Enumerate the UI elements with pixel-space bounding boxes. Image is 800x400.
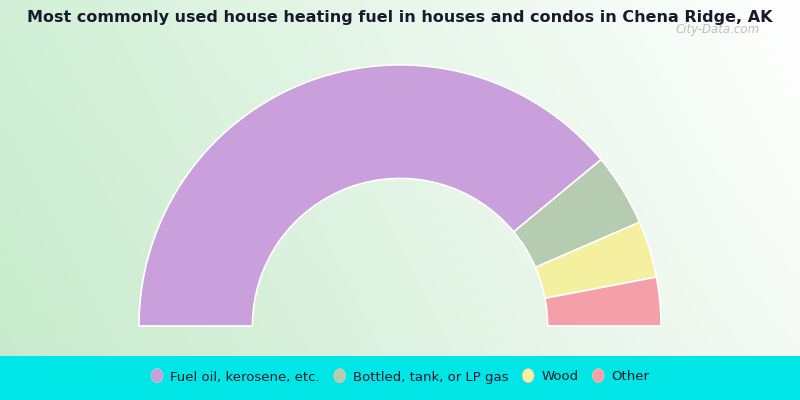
Text: Most commonly used house heating fuel in houses and condos in Chena Ridge, AK: Most commonly used house heating fuel in… bbox=[27, 10, 773, 25]
Wedge shape bbox=[139, 65, 601, 326]
Text: City-Data.com: City-Data.com bbox=[676, 23, 760, 36]
Wedge shape bbox=[514, 160, 639, 267]
Wedge shape bbox=[535, 222, 657, 298]
Wedge shape bbox=[545, 277, 661, 326]
Legend: Fuel oil, kerosene, etc., Bottled, tank, or LP gas, Wood, Other: Fuel oil, kerosene, etc., Bottled, tank,… bbox=[150, 370, 650, 384]
